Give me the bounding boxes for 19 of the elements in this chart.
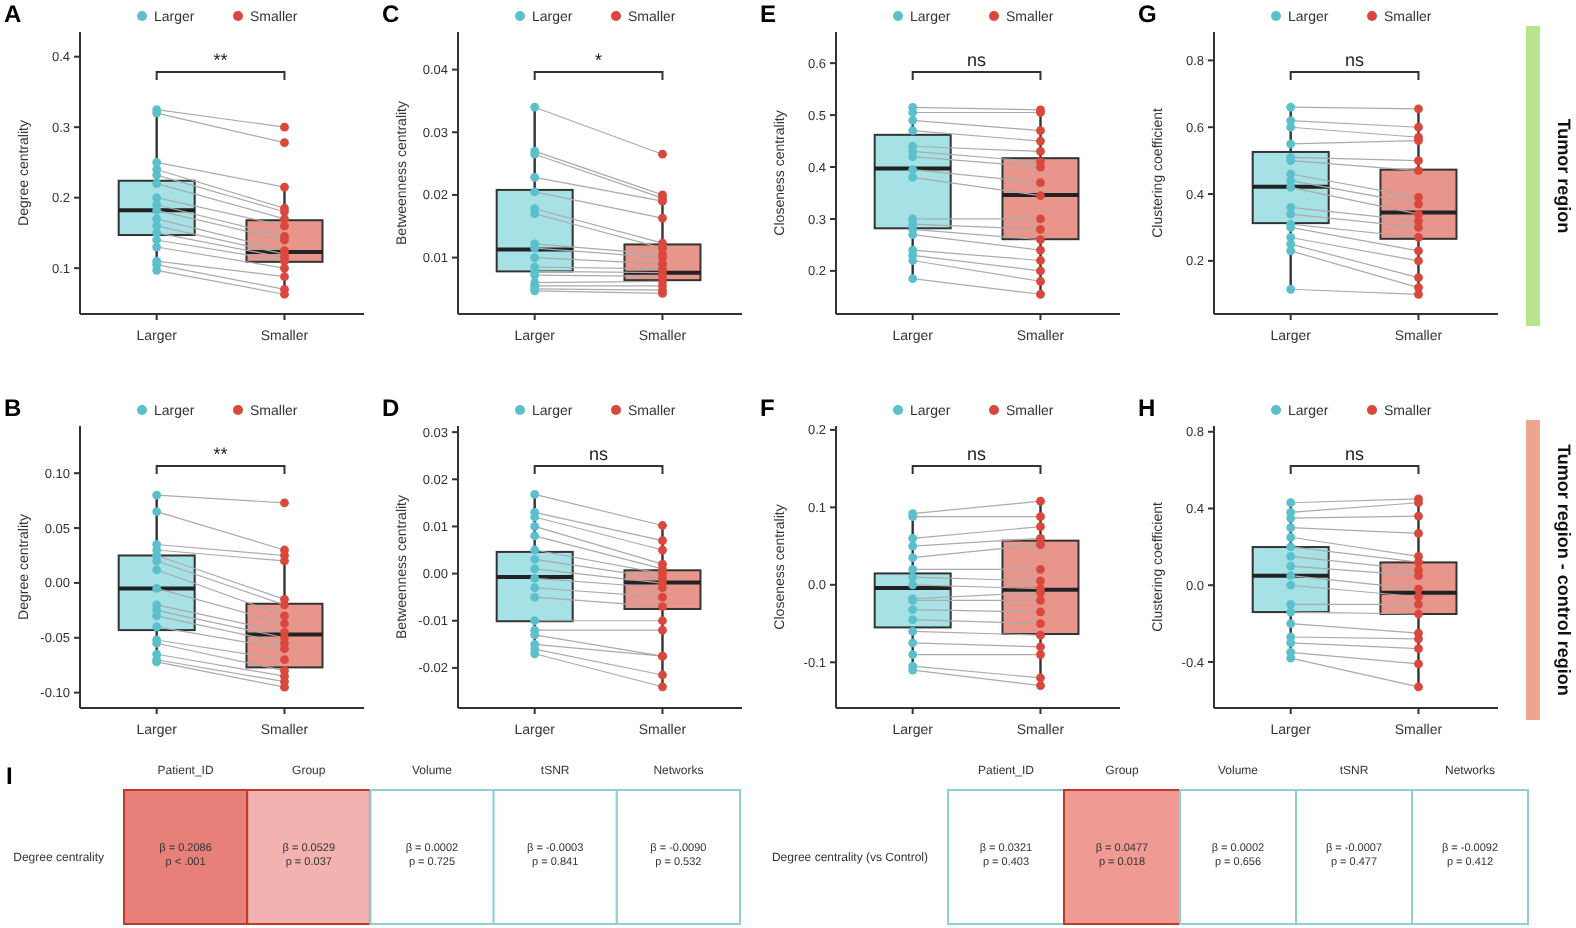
chart-title: D	[382, 394, 400, 422]
annotation: **	[213, 50, 229, 70]
annotation: ns	[967, 444, 988, 464]
annotation: **	[213, 444, 229, 464]
annotation: ns	[589, 444, 610, 464]
chart-title: E	[760, 0, 777, 28]
chart-title: A	[4, 0, 22, 28]
text: Tumor region	[1554, 118, 1574, 234]
chart-title: C	[382, 0, 400, 28]
chart-title: H	[1138, 394, 1156, 422]
annotation: ns	[1345, 50, 1366, 70]
text: Tumor region - control region	[1554, 444, 1574, 696]
chart-title: G	[1138, 0, 1157, 28]
annotation: ns	[1345, 444, 1366, 464]
chart-title: F	[760, 394, 775, 422]
chart-title: B	[4, 394, 22, 422]
text: I	[6, 762, 13, 790]
annotation: ns	[967, 50, 988, 70]
annotation: *	[595, 50, 604, 70]
